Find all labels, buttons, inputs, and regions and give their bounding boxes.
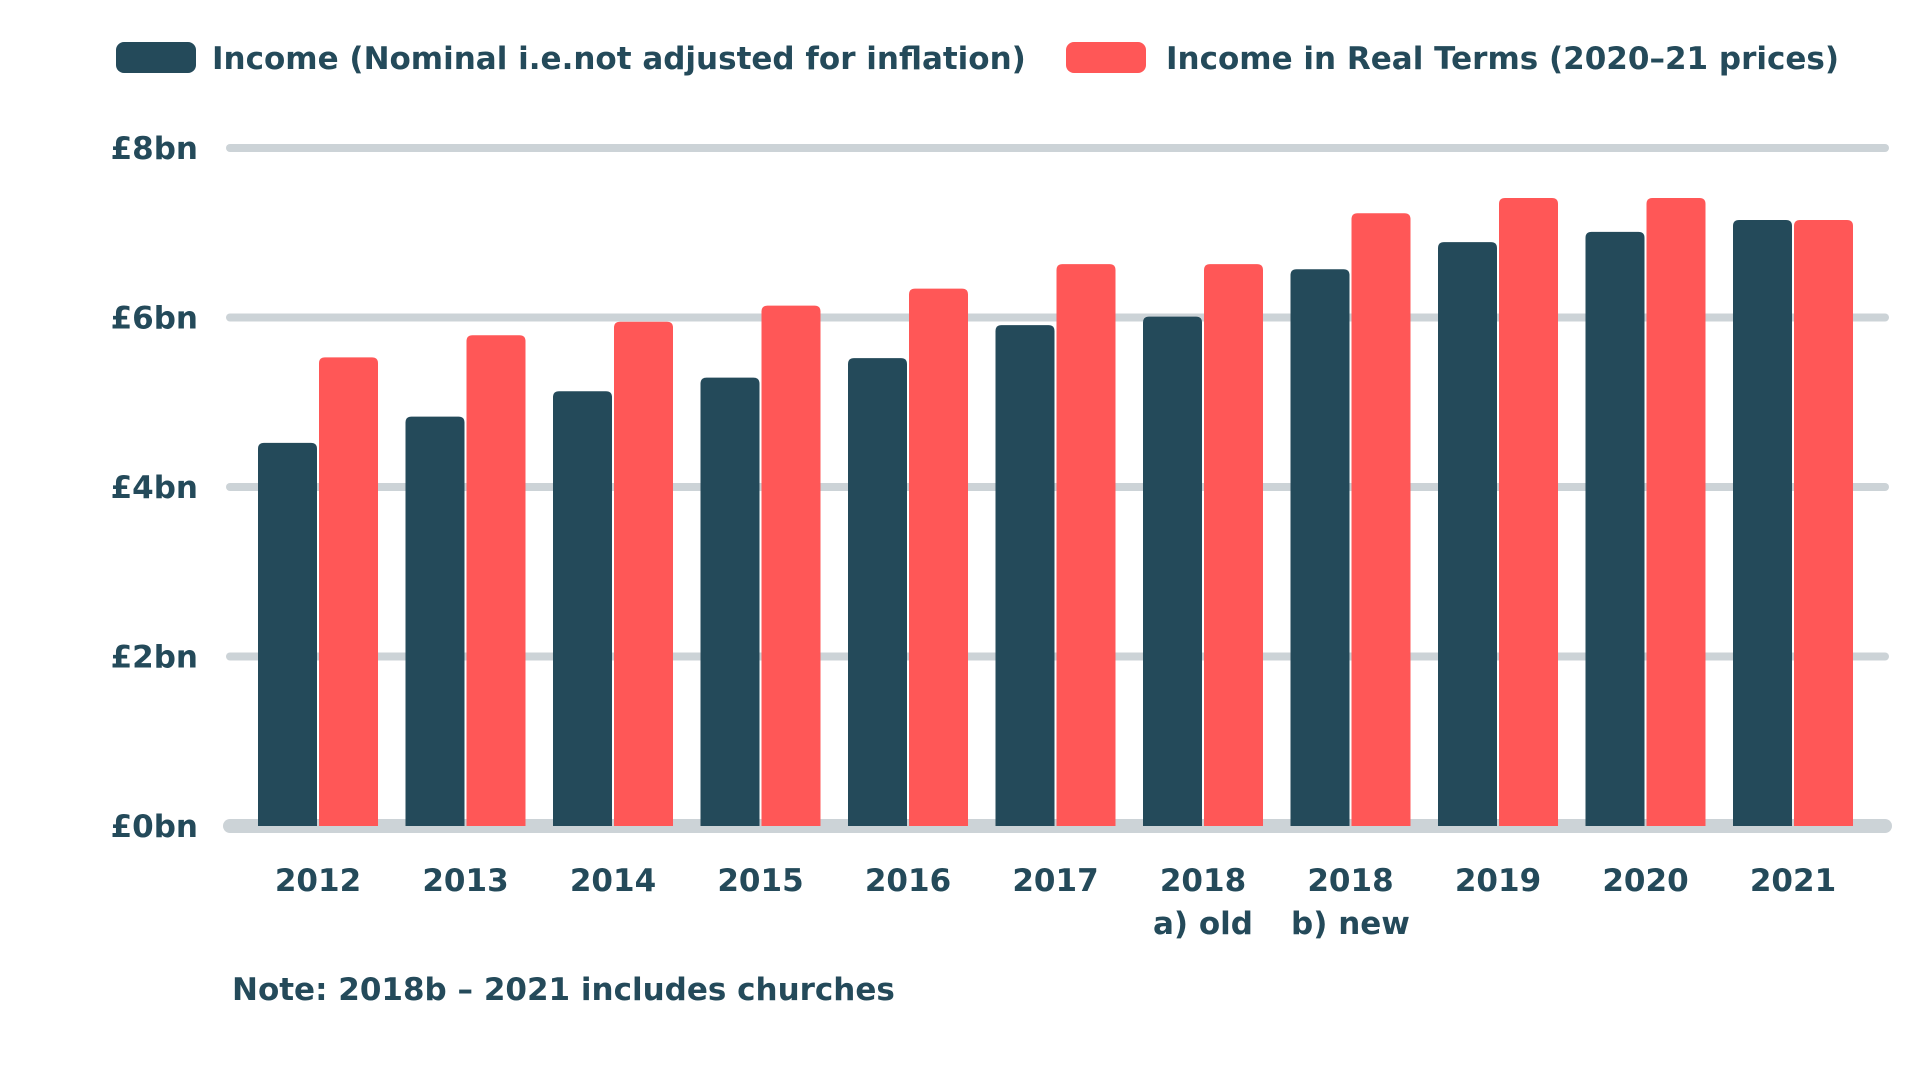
bar-real-2015 (761, 305, 821, 826)
bar-nominal-2015 (700, 377, 760, 826)
bar-nominal-2017 (995, 325, 1055, 826)
bars (258, 198, 1853, 827)
y-tick-label: £4bn (111, 470, 198, 506)
x-tick-label: 2021 (1750, 863, 1836, 899)
bar-real-2020 (1646, 198, 1706, 826)
bar-nominal-2012 (258, 442, 317, 826)
bar-nominal-2018-b-new (1290, 269, 1350, 826)
legend-label: Income (Nominal i.e.not adjusted for inf… (212, 41, 1026, 77)
x-tick-label: 2016 (865, 863, 951, 899)
bar-real-2016 (909, 288, 968, 826)
bar-real-2012 (319, 357, 378, 826)
bar-nominal-2021 (1733, 220, 1792, 827)
legend: Income (Nominal i.e.not adjusted for inf… (116, 41, 1839, 77)
bar-real-2014 (614, 321, 673, 826)
x-tick-label: 2020 (1602, 863, 1688, 899)
y-axis-ticks: £0bn £2bn £4bn £6bn £8bn (111, 131, 198, 845)
x-tick-label: 2012 (275, 863, 361, 899)
x-tick-label: 2018 (1307, 863, 1393, 899)
bar-nominal-2013 (405, 416, 465, 826)
x-tick-sublabel: b) new (1291, 906, 1410, 942)
x-axis-ticks: 2012 2013 2014 2015 2016 2017 2018 a) old 2018 b)… (275, 863, 1836, 942)
legend-swatch (1066, 42, 1146, 73)
x-tick-sublabel: a) old (1153, 906, 1253, 942)
y-tick-label: £6bn (111, 301, 198, 337)
legend-swatch (116, 42, 196, 73)
y-tick-label: £2bn (111, 640, 198, 676)
bar-nominal-2018-a-old (1143, 316, 1202, 826)
bar-nominal-2020 (1585, 231, 1645, 827)
chart-note: Note: 2018b – 2021 includes churches (232, 972, 895, 1008)
bar-real-2013 (466, 335, 526, 826)
x-tick-label: 2013 (422, 863, 508, 899)
y-tick-label: £8bn (111, 131, 198, 167)
x-tick-label: 2014 (570, 863, 656, 899)
legend-label: Income in Real Terms (2020–21 prices) (1166, 41, 1839, 77)
bar-real-2021 (1794, 220, 1853, 827)
y-tick-label: £0bn (111, 809, 198, 845)
bar-real-2019 (1499, 198, 1558, 826)
bar-real-2018-a-old (1204, 264, 1263, 826)
x-tick-label: 2018 (1160, 863, 1246, 899)
x-tick-label: 2015 (717, 863, 803, 899)
bar-nominal-2019 (1438, 242, 1497, 826)
bar-nominal-2016 (848, 358, 907, 826)
bar-real-2018-b-new (1351, 213, 1411, 826)
bar-real-2017 (1056, 264, 1116, 826)
x-tick-label: 2017 (1012, 863, 1098, 899)
x-tick-label: 2019 (1455, 863, 1541, 899)
bar-nominal-2014 (553, 391, 612, 826)
